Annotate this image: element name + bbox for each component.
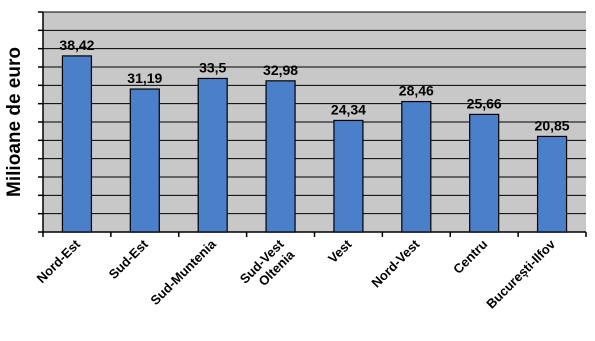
x-tick-label: Sud-Est [106,236,152,282]
value-label: 20,85 [535,117,570,133]
bar [536,135,568,233]
value-label: 31,19 [127,70,162,86]
x-tick-label-line: Vest [325,236,355,266]
bar [333,119,364,233]
value-labels-group: 38,42 31,19 33,5 32,98 24,34 28,46 25,66 20,85 [59,37,569,134]
x-tick-label-line: Sud-Est [106,236,152,282]
x-tick-label: Sud-Muntenia [147,236,219,308]
x-tick-label-line: Nord-Vest [368,236,422,290]
bar [401,100,432,233]
value-label: 28,46 [399,83,434,99]
x-tick-label-line: Nord-Est [34,236,84,286]
bar [265,80,296,233]
value-label: 38,42 [59,37,94,53]
x-tick-label: Nord-Est [34,236,84,286]
bar [197,77,228,233]
value-label: 32,98 [263,62,298,78]
x-tick-label: Centru [450,236,490,276]
value-label: 24,34 [331,101,366,117]
value-label: 33,5 [199,59,226,75]
bar [469,113,500,233]
x-tick-label: Vest [325,236,355,266]
bar [61,55,93,233]
y-axis-label: Milioane de euro [4,47,25,197]
x-tick-label-line: București-Ilfov [483,236,559,312]
bar [129,88,160,233]
x-tick-label-line: Centru [450,236,490,276]
bars-group [61,55,568,233]
x-tick-label: Nord-Vest [368,236,422,290]
value-label: 25,66 [467,95,502,111]
x-tick-label: Sud-VestOltenia [237,236,298,297]
x-tick-label-line: Sud-Muntenia [147,236,219,308]
plot-area-group [38,11,587,237]
x-tick-label: București-Ilfov [483,236,559,312]
